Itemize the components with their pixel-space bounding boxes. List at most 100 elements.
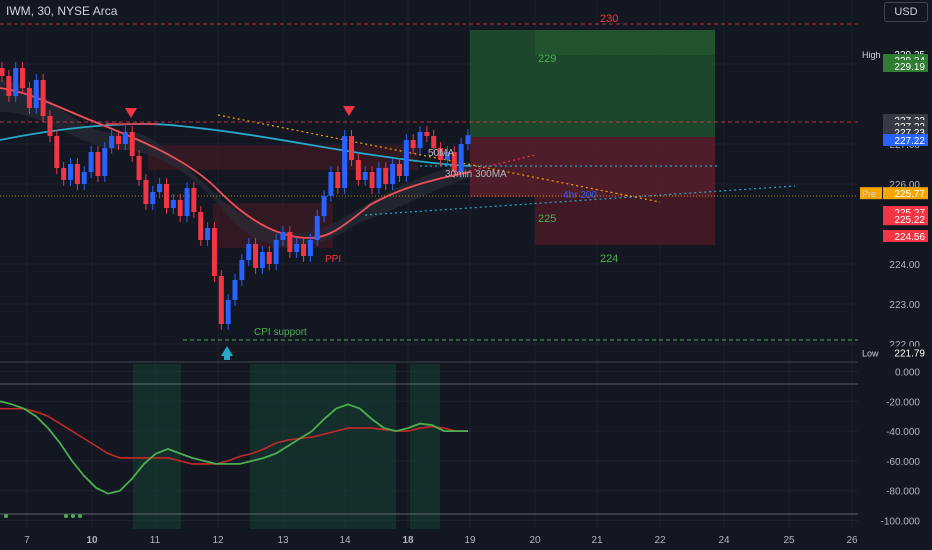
osc-tick-label: -100.000 xyxy=(881,517,921,528)
oscillator-signal-dot xyxy=(4,514,8,518)
candle-body xyxy=(122,132,128,144)
candle-body xyxy=(328,172,334,196)
envelope-band xyxy=(0,79,470,248)
candle-body xyxy=(61,168,67,180)
axis-badge xyxy=(883,60,928,72)
time-tick-label: 14 xyxy=(339,535,351,546)
candle-body xyxy=(362,172,368,180)
candle-body xyxy=(211,228,217,276)
trend-line-blue xyxy=(364,185,796,216)
arrow-down-marker xyxy=(125,108,137,118)
candle-body xyxy=(6,76,12,96)
candle-body xyxy=(13,68,19,96)
candle-body xyxy=(47,116,53,136)
ma-cyan-line xyxy=(0,123,471,167)
candle-body xyxy=(253,244,259,268)
chart-annotation: 30min 300MA xyxy=(445,169,507,180)
candle-body xyxy=(26,88,32,108)
oscillator-pane xyxy=(0,361,885,529)
time-tick-label: 12 xyxy=(212,535,224,546)
candle-body xyxy=(109,136,115,148)
time-tick-label: 26 xyxy=(846,535,858,546)
price-axis-background xyxy=(858,0,932,550)
chart-annotations: 30min 300MA 50MA PPI CPI support 4hr 200 xyxy=(254,148,597,338)
chart-annotation: 50MA xyxy=(428,148,454,159)
candle-body xyxy=(33,80,39,108)
oscillator-signal-dot xyxy=(71,514,75,518)
ma-red-line xyxy=(0,87,471,239)
candle-body xyxy=(20,68,26,88)
price-level-label: 230 xyxy=(600,13,618,25)
candle-body xyxy=(157,184,163,192)
candle-body xyxy=(116,136,121,144)
candle-body xyxy=(390,164,396,184)
ma-bands xyxy=(0,23,860,341)
time-tick-label: 24 xyxy=(718,535,730,546)
time-tick-label: 25 xyxy=(783,535,795,546)
candle-body xyxy=(170,200,176,208)
time-tick-label: 7 xyxy=(24,535,30,546)
candle-body xyxy=(444,152,450,160)
currency-button[interactable]: USD xyxy=(884,2,928,22)
chart-annotation: 4hr 200 xyxy=(563,190,597,201)
osc-tick-label: -80.000 xyxy=(886,487,920,498)
candle-body xyxy=(403,140,409,176)
candle-body xyxy=(424,132,430,136)
axis-badge-value: 224.56 xyxy=(894,232,925,243)
candle-body xyxy=(287,232,293,252)
axis-badge-value: 227.22 xyxy=(894,136,925,147)
candle-body xyxy=(40,80,46,116)
axis-badge xyxy=(883,213,928,226)
candle-body xyxy=(458,144,464,172)
time-tick-label: 18 xyxy=(402,535,414,546)
oscillator-signal-dot xyxy=(78,514,82,518)
oscillator-signal-dot xyxy=(64,514,68,518)
candle-body xyxy=(88,152,94,172)
trend-line-red xyxy=(439,154,536,179)
candle-body xyxy=(438,148,444,160)
candle-body xyxy=(273,240,279,264)
candle-body xyxy=(465,135,471,144)
axis-badge-tag-label: High xyxy=(862,50,881,60)
chart-annotation: PPI xyxy=(325,254,341,265)
candle-body xyxy=(294,244,300,252)
candle-body xyxy=(129,132,135,156)
axis-badge-value: 225.77 xyxy=(894,189,925,200)
candle-body xyxy=(198,212,204,240)
candle-body xyxy=(143,180,149,204)
symbol-title: IWM, 30, NYSE Arca xyxy=(6,4,118,18)
price-tick-label: 222.00 xyxy=(889,340,920,351)
price-tick-label: 223.00 xyxy=(889,300,920,311)
osc-tick-label: -40.000 xyxy=(886,427,920,438)
price-level-label: 229 xyxy=(538,53,556,65)
axis-badge-value: 221.79 xyxy=(894,348,925,359)
axis-badge-tag-label: Low xyxy=(862,348,879,358)
green-zone-top xyxy=(535,30,715,55)
candle-body xyxy=(396,164,402,176)
candle-body xyxy=(205,228,211,240)
axis-badge xyxy=(883,187,928,200)
axis-badge-tag-label: Pre xyxy=(862,189,876,199)
arrow-down-marker-2 xyxy=(343,106,355,116)
time-tick-label: 10 xyxy=(86,535,98,546)
price-axis: 229.00227.00226.00224.00223.00222.000.00… xyxy=(858,0,932,550)
price-level-label: 225 xyxy=(538,213,556,225)
candle-body xyxy=(335,172,341,188)
candle-body xyxy=(232,280,238,300)
price-tick-label: 224.00 xyxy=(889,260,920,271)
axis-badge-tag xyxy=(860,346,882,359)
time-tick-label: 21 xyxy=(591,535,603,546)
oscillator-highlight-3 xyxy=(410,364,440,529)
candle-body xyxy=(266,252,272,264)
candle-body xyxy=(259,252,265,268)
candle-body xyxy=(410,140,416,148)
candle-body xyxy=(54,136,60,168)
axis-badge xyxy=(883,230,928,242)
time-tick-label: 20 xyxy=(529,535,541,546)
candle-body xyxy=(314,216,320,240)
candle-body xyxy=(321,196,327,216)
candle-body xyxy=(81,172,87,184)
candle-body xyxy=(451,152,457,172)
axis-badge xyxy=(883,346,928,359)
